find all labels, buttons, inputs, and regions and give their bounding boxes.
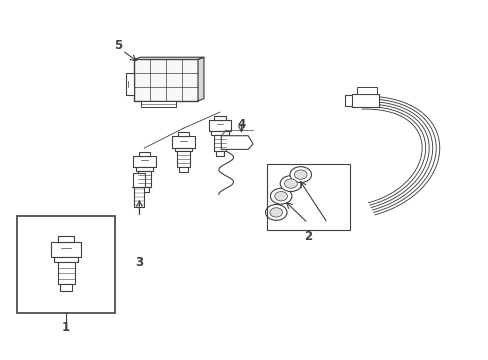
Circle shape xyxy=(284,179,297,188)
Bar xyxy=(138,171,150,187)
Bar xyxy=(356,87,376,94)
Bar xyxy=(133,156,155,167)
Polygon shape xyxy=(134,57,203,59)
Bar xyxy=(58,262,74,284)
Text: 4: 4 xyxy=(238,118,245,131)
Bar xyxy=(60,284,72,291)
Text: 3: 3 xyxy=(135,256,143,269)
Polygon shape xyxy=(198,57,203,101)
Bar xyxy=(211,131,228,135)
Bar xyxy=(134,59,198,101)
Bar xyxy=(141,101,176,107)
Circle shape xyxy=(270,188,291,204)
Text: 5: 5 xyxy=(114,39,122,52)
Polygon shape xyxy=(221,136,253,149)
Bar xyxy=(133,173,145,187)
Circle shape xyxy=(289,167,311,183)
Bar xyxy=(140,187,148,192)
Bar xyxy=(54,257,78,262)
Bar xyxy=(58,236,74,242)
Bar xyxy=(172,136,194,148)
Bar xyxy=(351,94,378,107)
Bar xyxy=(344,95,368,106)
Circle shape xyxy=(294,170,306,179)
Bar xyxy=(179,167,187,172)
Bar xyxy=(208,120,231,131)
Circle shape xyxy=(274,192,287,201)
Text: 1: 1 xyxy=(62,321,70,334)
Bar xyxy=(177,132,189,136)
Bar xyxy=(177,151,189,167)
Bar xyxy=(214,116,225,120)
Bar xyxy=(134,187,144,207)
Circle shape xyxy=(265,204,286,220)
Bar xyxy=(174,148,192,151)
Bar xyxy=(125,73,134,95)
Bar xyxy=(50,242,81,257)
Circle shape xyxy=(280,176,301,192)
Bar xyxy=(17,216,115,313)
Bar xyxy=(215,151,224,156)
Bar xyxy=(135,167,153,171)
Text: 2: 2 xyxy=(304,230,311,243)
Bar xyxy=(138,152,150,156)
Bar xyxy=(213,135,226,151)
Circle shape xyxy=(269,208,282,217)
Bar xyxy=(266,164,349,230)
